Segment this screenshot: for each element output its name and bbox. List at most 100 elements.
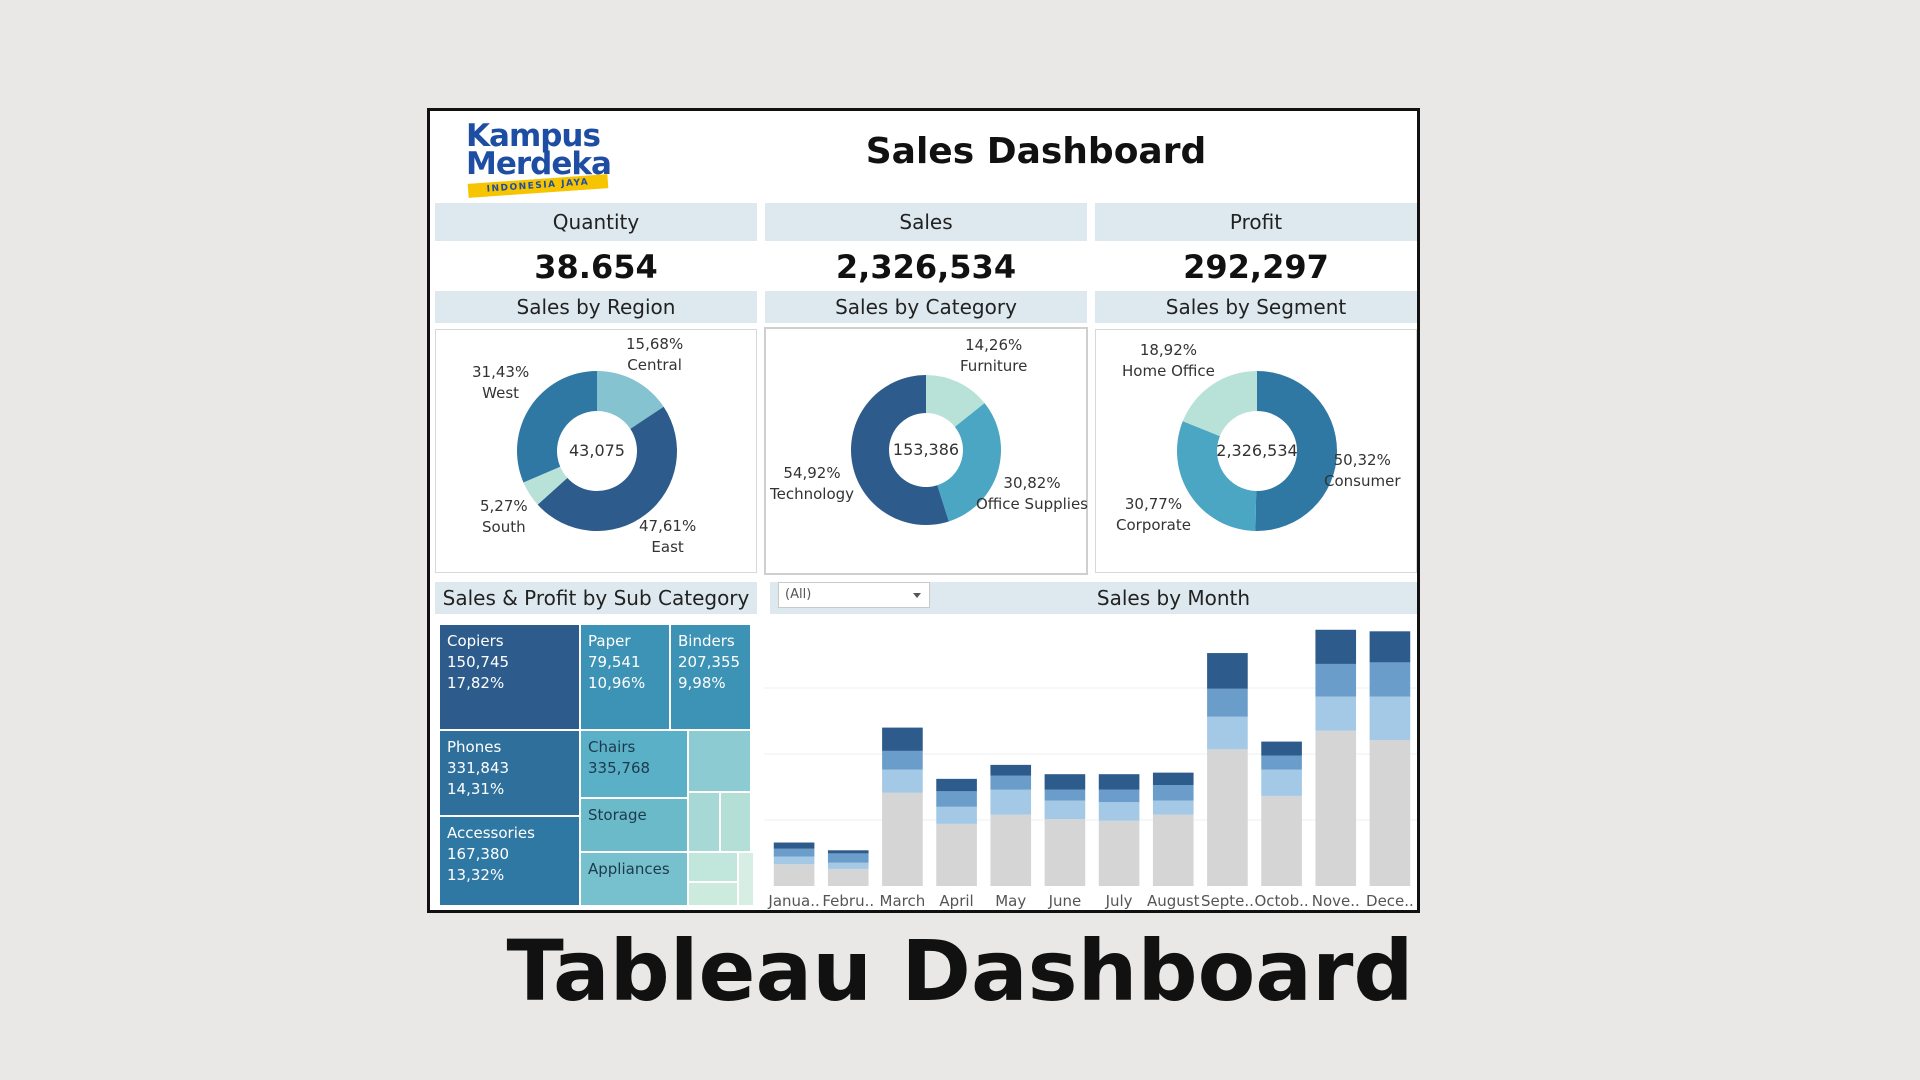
bar-9-segment-1[interactable] xyxy=(1207,749,1248,886)
bar-11-segment-1[interactable] xyxy=(1315,730,1357,886)
bar-3-segment-2[interactable] xyxy=(882,769,923,793)
bar-12-segment-2[interactable] xyxy=(1369,696,1411,741)
slice-east[interactable] xyxy=(537,406,678,532)
bar-8-segment-1[interactable] xyxy=(1152,814,1194,886)
bar-5-segment-1[interactable] xyxy=(990,814,1032,886)
tile-minor-3[interactable] xyxy=(720,792,751,852)
bar-8-segment-3[interactable] xyxy=(1152,785,1194,801)
bar-8-segment-2[interactable] xyxy=(1152,800,1194,815)
label-west: 31,43% West xyxy=(472,363,530,402)
bar-4-segment-2[interactable] xyxy=(936,806,977,824)
bar-12-segment-3[interactable] xyxy=(1369,662,1411,697)
slice-home-office[interactable] xyxy=(1182,371,1257,437)
slice-furniture[interactable] xyxy=(926,375,985,427)
label-technology: 54,92% Technology xyxy=(770,464,855,503)
bar-10-segment-2[interactable] xyxy=(1261,769,1302,796)
bar-2-segment-4[interactable] xyxy=(827,850,869,854)
bar-7-segment-1[interactable] xyxy=(1098,820,1140,886)
tile-minor-5[interactable] xyxy=(688,882,738,906)
tile-appliances[interactable]: Appliances xyxy=(580,852,688,906)
bar-10-segment-1[interactable] xyxy=(1261,795,1302,886)
bar-9-segment-3[interactable] xyxy=(1207,688,1248,717)
region-donut-chart[interactable] xyxy=(436,330,758,574)
month-tick-label: April xyxy=(939,892,973,910)
tile-storage[interactable]: Storage xyxy=(580,798,688,852)
bar-3-segment-1[interactable] xyxy=(882,792,923,886)
bar-11-segment-2[interactable] xyxy=(1315,696,1357,731)
slice-central[interactable] xyxy=(597,371,664,429)
bar-5-segment-4[interactable] xyxy=(990,764,1032,776)
bar-12-segment-4[interactable] xyxy=(1369,631,1411,663)
label-south: 5,27% South xyxy=(480,497,528,536)
category-chart-panel: 14,26% Furniture 30,82% Office Supplies 54… xyxy=(764,327,1088,575)
month-filter-value: (All) xyxy=(785,587,812,602)
bar-7-segment-2[interactable] xyxy=(1098,802,1140,821)
slice-west[interactable] xyxy=(517,371,597,483)
tile-accessories[interactable]: Accessories 167,380 13,32% xyxy=(439,816,580,906)
category-section-title: Sales by Category xyxy=(765,291,1087,323)
slice-south[interactable] xyxy=(523,466,568,505)
month-tick-label: March xyxy=(880,892,926,910)
category-donut-chart[interactable] xyxy=(766,329,1086,573)
bar-12-segment-1[interactable] xyxy=(1369,740,1411,886)
chevron-down-icon[interactable] xyxy=(913,593,921,598)
bar-4-segment-4[interactable] xyxy=(936,778,977,792)
bar-7-segment-3[interactable] xyxy=(1098,789,1140,803)
label-central: 15,68% Central xyxy=(626,335,684,374)
bar-1-segment-2[interactable] xyxy=(773,856,815,865)
slice-corporate[interactable] xyxy=(1177,421,1257,531)
bar-9-segment-4[interactable] xyxy=(1207,653,1248,689)
bar-8-segment-4[interactable] xyxy=(1152,772,1194,786)
bar-10-segment-4[interactable] xyxy=(1261,741,1302,756)
bar-4-segment-3[interactable] xyxy=(936,791,977,807)
month-tick-label: June xyxy=(1048,892,1082,910)
tile-binders[interactable]: Binders 207,355 9,98% xyxy=(670,624,751,730)
tile-minor-4[interactable] xyxy=(688,852,738,882)
month-tick-label: July xyxy=(1105,892,1133,910)
tile-paper[interactable]: Paper 79,541 10,96% xyxy=(580,624,670,730)
tile-minor-2[interactable] xyxy=(688,792,720,852)
tile-minor-1[interactable] xyxy=(688,730,751,792)
bar-6-segment-4[interactable] xyxy=(1044,774,1086,790)
bar-6-segment-2[interactable] xyxy=(1044,800,1086,820)
dashboard-title: Sales Dashboard xyxy=(865,131,1207,172)
bar-1-segment-3[interactable] xyxy=(773,848,815,857)
bar-1-segment-4[interactable] xyxy=(773,842,815,849)
bar-9-segment-2[interactable] xyxy=(1207,716,1248,750)
bar-2-segment-2[interactable] xyxy=(827,862,869,869)
bar-5-segment-2[interactable] xyxy=(990,789,1032,815)
dashboard-frame: Kampus Merdeka INDONESIA JAYA Sales Dash… xyxy=(427,108,1420,913)
kpi-sales-value: 2,326,534 xyxy=(835,248,1017,286)
tile-copiers[interactable]: Copiers 150,745 17,82% xyxy=(439,624,580,730)
bar-6-segment-3[interactable] xyxy=(1044,789,1086,801)
bar-11-segment-4[interactable] xyxy=(1315,629,1357,664)
kpi-profit-label: Profit xyxy=(1095,203,1417,241)
label-furniture: 14,26% Furniture xyxy=(960,336,1028,375)
bar-5-segment-3[interactable] xyxy=(990,775,1032,790)
bar-4-segment-1[interactable] xyxy=(936,823,977,886)
label-office-supplies: 30,82% Office Supplies xyxy=(976,474,1089,513)
label-east: 47,61% East xyxy=(639,517,697,556)
segment-donut-chart[interactable] xyxy=(1096,330,1418,574)
bar-1-segment-1[interactable] xyxy=(773,864,815,886)
tile-minor-6[interactable] xyxy=(738,852,754,906)
label-consumer: 50,32% Consumer xyxy=(1324,451,1401,490)
bar-3-segment-4[interactable] xyxy=(882,727,923,751)
slice-consumer[interactable] xyxy=(1255,371,1338,531)
caption-title: Tableau Dashboard xyxy=(506,922,1414,1020)
bar-3-segment-3[interactable] xyxy=(882,750,923,770)
bar-11-segment-3[interactable] xyxy=(1315,663,1357,697)
month-filter-dropdown[interactable]: (All) xyxy=(778,582,930,608)
tile-phones[interactable]: Phones 331,843 14,31% xyxy=(439,730,580,816)
bar-2-segment-3[interactable] xyxy=(827,853,869,863)
slice-office-supplies[interactable] xyxy=(937,403,1001,522)
slice-technology[interactable] xyxy=(851,375,949,525)
bar-6-segment-1[interactable] xyxy=(1044,819,1086,886)
bar-2-segment-1[interactable] xyxy=(827,868,869,886)
bar-10-segment-3[interactable] xyxy=(1261,755,1302,770)
segment-center-total: 2,326,534 xyxy=(1216,441,1298,460)
label-corporate: 30,77% Corporate xyxy=(1116,495,1191,534)
tile-chairs[interactable]: Chairs 335,768 xyxy=(580,730,688,798)
bar-7-segment-4[interactable] xyxy=(1098,774,1140,790)
category-center-total: 153,386 xyxy=(892,440,960,459)
